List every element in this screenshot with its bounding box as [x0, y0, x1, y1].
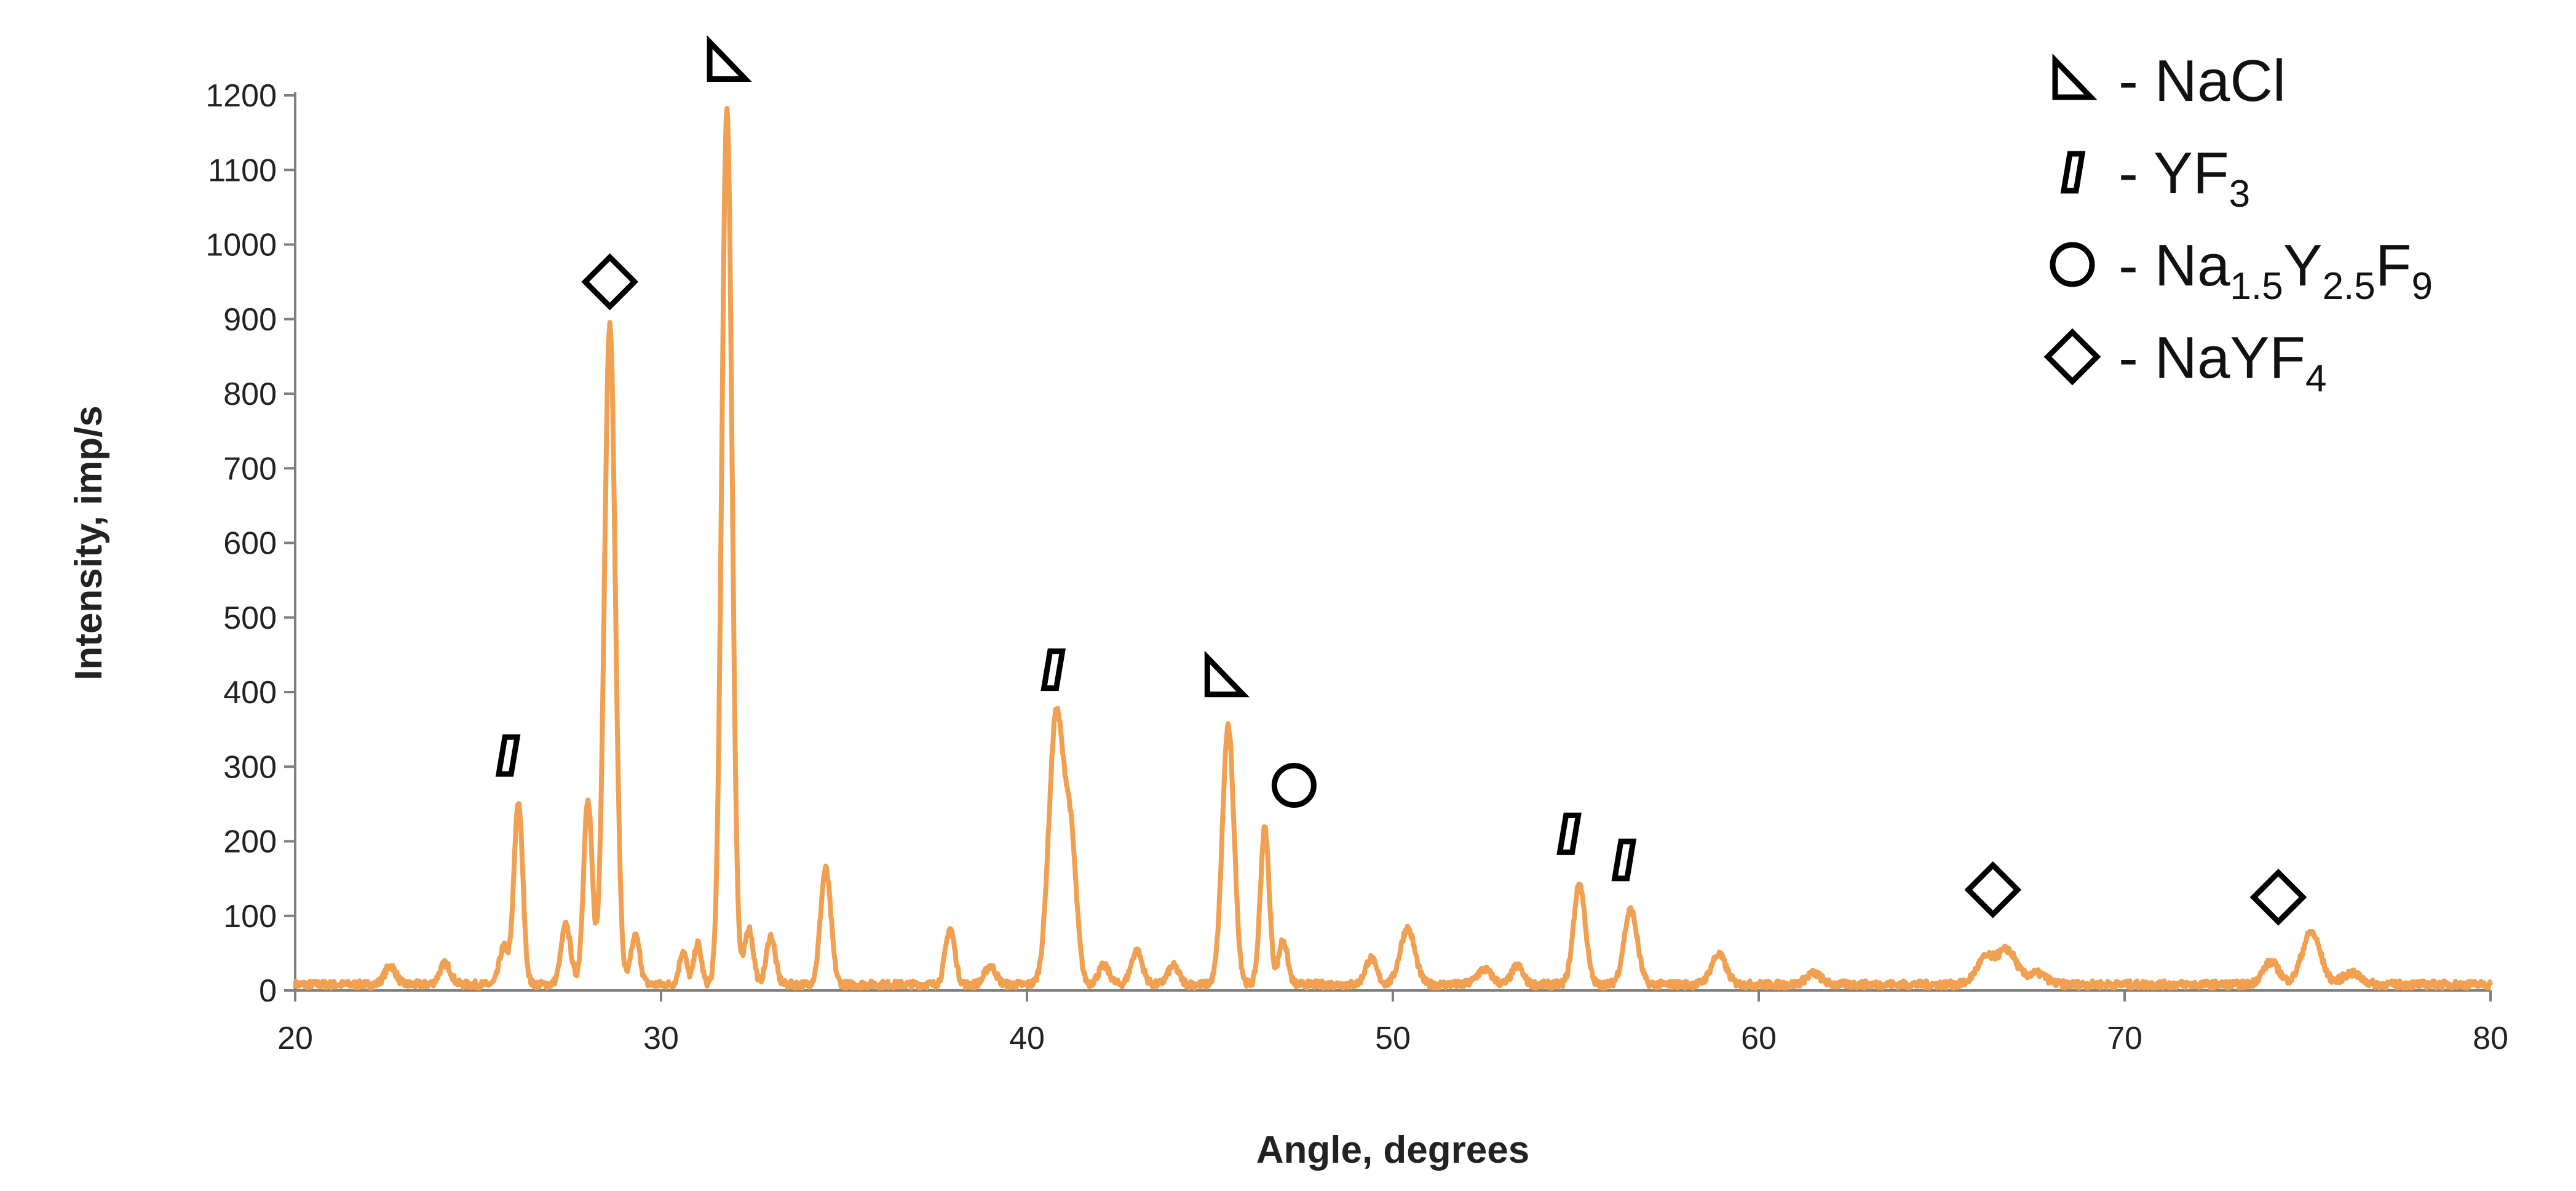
- x-tick-label: 30: [643, 1021, 679, 1056]
- x-axis-title: Angle, degrees: [1256, 1129, 1529, 1171]
- legend-label: - YF3: [2118, 140, 2250, 215]
- x-tick-label: 70: [2107, 1021, 2142, 1056]
- y-tick-label: 1000: [205, 228, 277, 263]
- peak-markers: [495, 35, 2307, 926]
- legend-item: - YF3: [2060, 140, 2250, 215]
- peak-marker-parallelogram: [1040, 648, 1066, 691]
- peak-marker-diamond: [581, 253, 639, 311]
- peak-marker-triangle: [1204, 650, 1250, 698]
- legend-item: - Na1.5Y2.5F9: [2050, 233, 2433, 308]
- x-tick-label: 20: [277, 1021, 313, 1056]
- peak-marker-circle: [1271, 763, 1317, 808]
- peak-marker-parallelogram: [1611, 838, 1637, 882]
- y-tick-label: 100: [223, 899, 277, 934]
- legend-label: - NaCl: [2118, 48, 2286, 114]
- legend-item: - NaYF4: [2043, 325, 2327, 400]
- y-tick-label: 200: [223, 824, 277, 860]
- y-tick-label: 1100: [208, 153, 277, 188]
- x-tick-label: 50: [1375, 1021, 1411, 1056]
- peak-marker-diamond: [2249, 869, 2307, 926]
- legend-marker-diamond: [2043, 328, 2101, 386]
- x-tick-label: 60: [1741, 1021, 1777, 1056]
- peak-marker-diamond: [1964, 861, 2022, 918]
- x-tick-label: 40: [1009, 1021, 1045, 1056]
- legend-label: - NaYF4: [2118, 325, 2327, 400]
- legend-marker-circle: [2050, 242, 2095, 287]
- intensity-series-line: [293, 106, 2493, 991]
- y-tick-label: 500: [223, 600, 277, 636]
- y-tick-label: 1200: [205, 78, 277, 114]
- plot-axes: 0 100 200 300 400 500 600 700 800 900 1000 1100 1200…: [205, 78, 2508, 1056]
- y-tick-label: 300: [223, 749, 277, 785]
- legend-label: - Na1.5Y2.5F9: [2118, 233, 2433, 308]
- y-tick-label: 700: [223, 451, 277, 487]
- x-tick-label: 80: [2473, 1021, 2508, 1056]
- peak-marker-parallelogram: [1556, 812, 1582, 855]
- legend-marker-triangle: [2052, 53, 2098, 100]
- legend-marker-parallelogram: [2060, 151, 2086, 194]
- series-layer: [293, 106, 2493, 991]
- y-tick-label: 800: [223, 376, 277, 412]
- y-tick-label: 600: [223, 526, 277, 562]
- peak-marker-parallelogram: [495, 734, 521, 777]
- legend-item: - NaCl: [2052, 48, 2286, 114]
- y-tick-label: 900: [223, 302, 277, 338]
- y-tick-label: 0: [259, 973, 277, 1009]
- y-axis-title: Intensity, imp/s: [68, 405, 110, 680]
- peak-marker-triangle: [707, 35, 752, 82]
- y-tick-label: 400: [223, 675, 277, 711]
- legend: - NaCl - YF3 - Na1.5Y2.5F9 - NaYF4: [2043, 48, 2433, 400]
